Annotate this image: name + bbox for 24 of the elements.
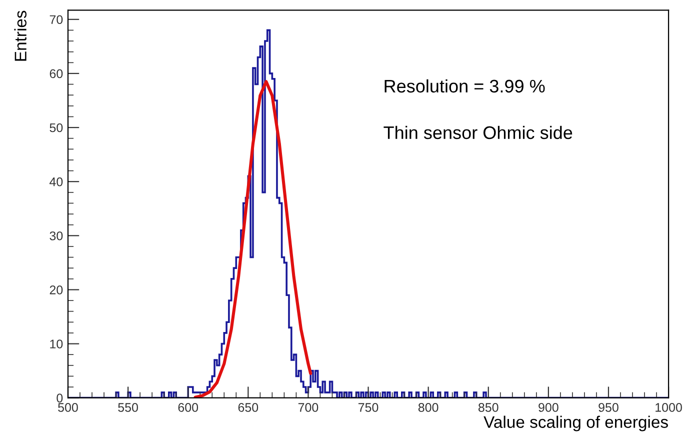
- x-axis-title: Value scaling of energies: [484, 416, 668, 432]
- annotation: Resolution = 3.99 %: [384, 79, 545, 93]
- x-tick-label: 1000: [656, 403, 682, 412]
- y-tick-label: 50: [50, 123, 63, 132]
- y-axis-title: Entries: [14, 10, 26, 61]
- x-tick-label: 850: [478, 403, 498, 412]
- y-tick-label: 20: [50, 286, 63, 294]
- y-tick-label: 60: [50, 69, 63, 78]
- x-tick-label: 900: [538, 403, 558, 412]
- x-tick-label: 550: [118, 403, 138, 412]
- y-tick-label: 10: [50, 340, 63, 348]
- x-tick-label: 700: [298, 403, 318, 412]
- x-tick-label: 600: [178, 403, 198, 412]
- x-tick-label: 750: [358, 403, 378, 412]
- x-tick-label: 800: [418, 403, 438, 412]
- line-series: [194, 80, 312, 398]
- x-tick-label: 500: [58, 403, 78, 412]
- x-tick-label: 650: [238, 403, 258, 412]
- y-tick-label: 70: [50, 15, 63, 24]
- y-tick-label: 40: [50, 177, 63, 186]
- x-tick-label: 950: [598, 403, 618, 412]
- y-tick-label: 0: [56, 394, 63, 402]
- y-tick-label: 30: [50, 231, 63, 240]
- annotation: Thin sensor Ohmic side: [384, 126, 572, 140]
